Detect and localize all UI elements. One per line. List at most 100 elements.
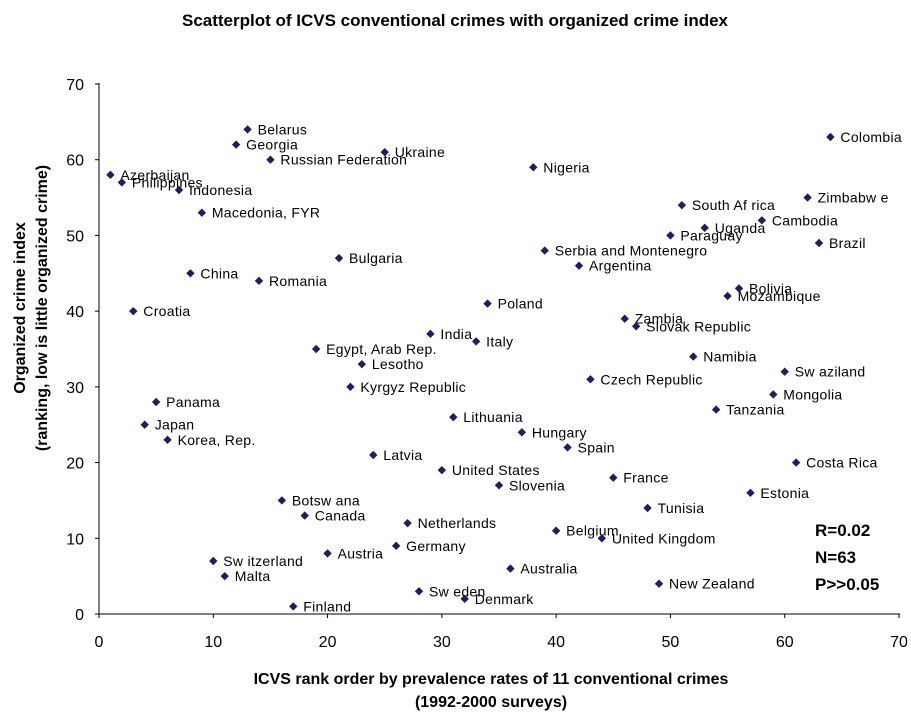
data-point-marker: [300, 511, 309, 520]
x-tick-label: 20: [319, 634, 337, 651]
data-point-label: Spain: [578, 439, 615, 455]
data-point-marker: [323, 549, 332, 558]
data-point-marker: [723, 291, 732, 301]
data-point-marker: [700, 223, 709, 233]
data-point-label: Hungary: [532, 424, 587, 440]
data-point-marker: [380, 147, 389, 157]
data-point-label: Japan: [155, 417, 195, 433]
data-point-label: United Kingdom: [612, 530, 716, 546]
data-point-marker: [551, 526, 561, 535]
data-point-marker: [471, 337, 481, 346]
data-point-marker: [746, 488, 755, 498]
data-point-label: China: [200, 265, 238, 281]
data-point-marker: [609, 473, 618, 482]
data-point-label: Sw itzerland: [223, 553, 303, 569]
data-point-label: Mozambique: [738, 288, 821, 304]
data-point-marker: [517, 428, 527, 437]
data-point-label: Latvia: [383, 447, 422, 463]
y-axis-ticks: 0 10 20 30 40 50 60 70: [66, 77, 99, 624]
y-tick-label: 30: [66, 380, 84, 397]
data-point-marker: [414, 587, 424, 596]
data-point-label: Indonesia: [189, 182, 252, 198]
data-point-label: Slovak Republic: [646, 318, 751, 334]
data-point-label: Serbia and Montenegro: [555, 243, 708, 259]
data-point-marker: [163, 435, 172, 445]
data-point-marker: [266, 155, 275, 164]
data-point-label: Poland: [498, 296, 543, 312]
data-point-marker: [197, 208, 207, 217]
data-point-label: Korea, Rep.: [178, 432, 256, 448]
y-tick-label: 10: [66, 531, 84, 548]
data-point-marker: [494, 481, 504, 490]
data-point-marker: [769, 390, 778, 399]
data-point-marker: [243, 125, 252, 134]
data-point-marker: [666, 231, 675, 240]
data-point-marker: [791, 458, 801, 467]
stat-p: P>>0.05: [815, 575, 879, 594]
data-point-marker: [289, 602, 298, 611]
data-point-label: Sw eden: [429, 583, 486, 599]
data-point-marker: [597, 534, 607, 543]
y-tick-label: 0: [75, 607, 84, 624]
data-point-label: France: [623, 470, 668, 486]
data-point-label: United States: [452, 462, 540, 478]
data-point-label: Argentina: [589, 258, 652, 274]
data-point-label: Austria: [338, 545, 384, 561]
data-point-label: Namibia: [703, 349, 756, 365]
x-axis-title-line-1: ICVS rank order by prevalence rates of 1…: [254, 671, 729, 688]
data-point-marker: [334, 253, 344, 263]
data-point-label: Cambodia: [772, 212, 838, 228]
data-point-marker: [426, 329, 435, 339]
data-point-marker: [437, 465, 447, 475]
data-point-marker: [734, 284, 744, 293]
data-point-label: Uganda: [715, 220, 766, 236]
data-point-label: Egypt, Arab Rep.: [326, 341, 437, 357]
data-point-marker: [540, 246, 549, 255]
y-tick-label: 60: [66, 153, 84, 170]
x-tick-label: 0: [95, 634, 104, 651]
y-axis-title-line-2: (ranking, low is little organized crime): [34, 165, 51, 451]
data-point-label: South Af rica: [692, 197, 775, 213]
data-point-label: Colombia: [840, 129, 902, 145]
data-point-label: Botsw ana: [292, 492, 360, 508]
data-point-label: Zimbabw e: [818, 190, 889, 206]
data-point-marker: [254, 276, 264, 286]
data-point-label: Russian Federation: [280, 152, 407, 168]
data-point-label: Brazil: [829, 235, 866, 251]
data-point-marker: [129, 306, 138, 316]
data-point-label: Bolivia: [749, 280, 792, 296]
data-point-label: Italy: [486, 333, 513, 349]
data-point-marker: [460, 594, 469, 604]
data-point-label: Nigeria: [543, 159, 589, 175]
data-point-marker: [711, 405, 721, 414]
data-point-label: Romania: [269, 273, 327, 289]
x-axis-ticks: 0 10 20 30 40 50 60 70: [95, 614, 908, 651]
x-axis-title: ICVS rank order by prevalence rates of 1…: [254, 671, 729, 711]
data-point-label: Canada: [315, 508, 366, 524]
data-point-label: Malta: [235, 568, 271, 584]
data-point-marker: [209, 556, 218, 566]
x-tick-label: 50: [662, 634, 680, 651]
data-point-marker: [106, 170, 115, 180]
data-point-label: Belarus: [258, 121, 308, 137]
y-tick-label: 70: [66, 77, 84, 94]
data-point-label: Finland: [303, 598, 351, 614]
data-point-marker: [506, 564, 515, 573]
data-point-marker: [574, 261, 584, 270]
data-point-marker: [346, 382, 355, 392]
data-point-marker: [643, 503, 652, 513]
data-point-marker: [311, 344, 321, 354]
data-point-marker: [654, 579, 664, 588]
data-point-marker: [140, 420, 149, 429]
data-point-marker: [231, 140, 241, 149]
x-tick-label: 70: [890, 634, 908, 651]
data-point-label: New Zealand: [669, 576, 755, 592]
data-point-marker: [586, 375, 595, 384]
data-point-label: Philippines: [132, 174, 203, 190]
data-point-label: Belgium: [566, 523, 619, 539]
y-tick-label: 40: [66, 304, 84, 321]
data-point-marker: [780, 367, 789, 376]
y-axis-title: Organized crime index (ranking, low is l…: [12, 165, 51, 451]
